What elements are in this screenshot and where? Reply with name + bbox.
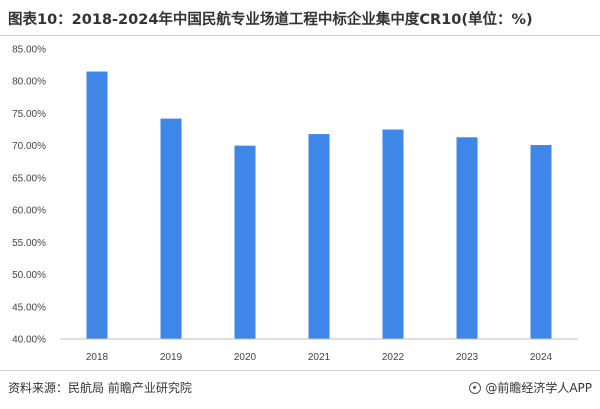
bar-2024	[530, 145, 552, 339]
y-tick-label: 45.00%	[12, 302, 46, 313]
y-tick-label: 60.00%	[12, 206, 46, 217]
brand-credit: @前瞻经济学人APP	[469, 379, 592, 396]
bar-2020	[234, 145, 256, 339]
y-tick-label: 65.00%	[12, 173, 46, 184]
y-tick-label: 75.00%	[12, 109, 46, 120]
y-tick-label: 80.00%	[12, 77, 46, 88]
chart-title: 图表10：2018-2024年中国民航专业场道工程中标企业集中度CR10(单位：…	[8, 12, 533, 28]
y-axis-ticks: 85.00% 80.00% 75.00% 70.00% 65.00% 60.00% 55.0…	[12, 45, 46, 346]
bar-chart: 85.00% 80.00% 75.00% 70.00% 65.00% 60.00% 55.0…	[12, 45, 578, 363]
x-tick-label: 2019	[160, 352, 183, 363]
qianzhan-logo-icon	[469, 381, 482, 394]
bar-2019	[160, 118, 182, 339]
y-tick-label: 70.00%	[12, 141, 46, 152]
x-tick-label: 2020	[234, 352, 257, 363]
x-tick-label: 2022	[382, 352, 405, 363]
x-tick-label: 2023	[456, 352, 479, 363]
x-tick-label: 2021	[308, 352, 331, 363]
bar-2023	[456, 137, 478, 339]
y-tick-label: 50.00%	[12, 270, 46, 281]
x-tick-label: 2018	[86, 352, 109, 363]
y-tick-label: 55.00%	[12, 238, 46, 249]
footer-divider	[0, 370, 600, 371]
x-axis-ticks: 2018 2019 2020 2021 2022 2023 2024	[86, 352, 553, 363]
bar-2021	[308, 134, 330, 339]
y-tick-label: 40.00%	[12, 335, 46, 346]
bars	[86, 71, 552, 340]
bar-2022	[382, 129, 404, 339]
title-divider	[0, 35, 600, 36]
x-tick-label: 2024	[530, 352, 553, 363]
y-tick-label: 85.00%	[12, 45, 46, 56]
bar-2018	[86, 71, 108, 340]
brand-label: @前瞻经济学人APP	[485, 381, 592, 395]
source-note: 资料来源：民航局 前瞻产业研究院	[8, 381, 192, 395]
